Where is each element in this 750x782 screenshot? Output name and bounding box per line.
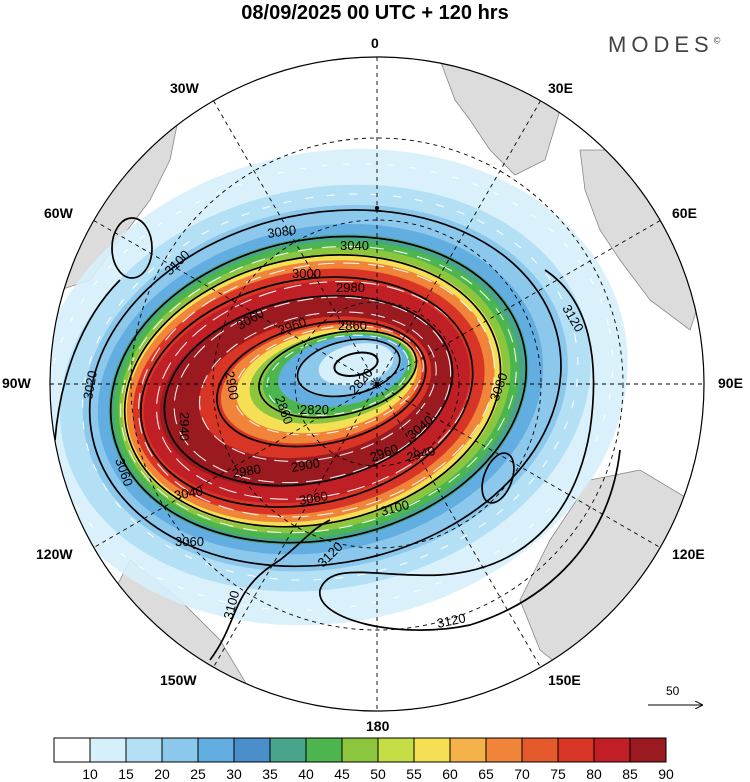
colorbar-swatch: [125, 737, 163, 763]
lon-label-0: 0: [371, 35, 379, 51]
colorbar-label: 80: [586, 766, 602, 782]
lon-label-30w: 30W: [170, 80, 199, 96]
colorbar-label: 65: [478, 766, 494, 782]
colorbar-label: 90: [658, 766, 674, 782]
colorbar-swatch: [377, 737, 415, 763]
contour-label: 2900: [290, 455, 321, 475]
colorbar-swatch: [413, 737, 451, 763]
lon-label-180: 180: [366, 718, 390, 734]
colorbar-label: 70: [514, 766, 530, 782]
map-field: [50, 57, 704, 711]
lon-label-90e: 90E: [718, 375, 743, 391]
wind-vectors: [50, 163, 614, 611]
contour-3100-west: [209, 519, 331, 661]
colorbar-swatch: [521, 737, 559, 763]
colorbar-swatch: [557, 737, 595, 763]
colorbar-label: 40: [298, 766, 314, 782]
colorbar-label: 30: [226, 766, 242, 782]
colorbar-label: 85: [622, 766, 638, 782]
map-title: 08/09/2025 00 UTC + 120 hrs: [241, 2, 509, 24]
geopotential-contours: [88, 209, 562, 568]
colorbar-label: 75: [550, 766, 566, 782]
contour-label: 3120: [436, 610, 467, 631]
colorbar-swatch: [305, 737, 343, 763]
contour-label: 3040: [173, 483, 204, 503]
contour-label: 3040: [340, 238, 369, 253]
contour-label: 3060: [175, 534, 204, 549]
point-marker: [375, 206, 379, 210]
lon-label-120e: 120E: [672, 546, 705, 562]
lon-label-120w: 120W: [36, 546, 73, 562]
contour-label: 3100: [379, 497, 411, 519]
contour-label: 3020: [80, 369, 100, 400]
colorbar-swatch: [161, 737, 199, 763]
vector-scale-label: 50: [666, 684, 680, 698]
colorbar-label: 35: [262, 766, 278, 782]
map-boundary: [49, 56, 705, 712]
contour-label: 2980: [336, 280, 365, 295]
contour-label: 3100: [220, 589, 242, 621]
colorbar-label: 10: [82, 766, 98, 782]
contour-label: 2900: [222, 370, 242, 401]
colorbar-label: 45: [334, 766, 350, 782]
colorbar-swatch: [89, 737, 127, 763]
contour-3080-edge: [54, 279, 121, 441]
brand-logo: MODES©: [608, 32, 721, 57]
colorbar-swatch: [341, 737, 379, 763]
lon-label-60e: 60E: [672, 205, 697, 221]
colorbar-label: 20: [154, 766, 170, 782]
colorbar-swatch: [233, 737, 271, 763]
colorbar-swatch: [593, 737, 631, 763]
colorbar-swatch: [53, 737, 91, 763]
lon-label-30e: 30E: [548, 80, 573, 96]
contour-label: 2860: [338, 318, 367, 333]
contour-3120-east: [319, 269, 621, 631]
colorbar-swatch: [485, 737, 523, 763]
low-center-west: [111, 217, 153, 279]
contour-label: 3000: [292, 266, 321, 281]
contour-label: 2980: [231, 461, 262, 481]
colorbar-swatch: [629, 737, 667, 763]
lon-label-150w: 150W: [160, 672, 197, 688]
colorbar-label: 60: [442, 766, 458, 782]
lon-label-150e: 150E: [548, 672, 581, 688]
colorbar-label: 25: [190, 766, 206, 782]
colorbar-swatch: [269, 737, 307, 763]
colorbar-swatch: [449, 737, 487, 763]
lon-label-60w: 60W: [44, 205, 73, 221]
colorbar-label: 55: [406, 766, 422, 782]
colorbar-label: 15: [118, 766, 134, 782]
low-center-east: [481, 452, 515, 504]
contour-label: 2940: [177, 412, 192, 441]
contour-label: 3060: [298, 488, 329, 508]
contour-label: 2940: [405, 443, 437, 465]
lon-label-90w: 90W: [2, 375, 31, 391]
graticule: [50, 57, 704, 711]
pole-marker: [374, 381, 380, 387]
colorbar: [53, 737, 667, 763]
colorbar-swatch: [197, 737, 235, 763]
contour-label: 2820: [300, 402, 329, 417]
contour-label: 3080: [266, 222, 297, 241]
colorbar-label: 50: [370, 766, 386, 782]
